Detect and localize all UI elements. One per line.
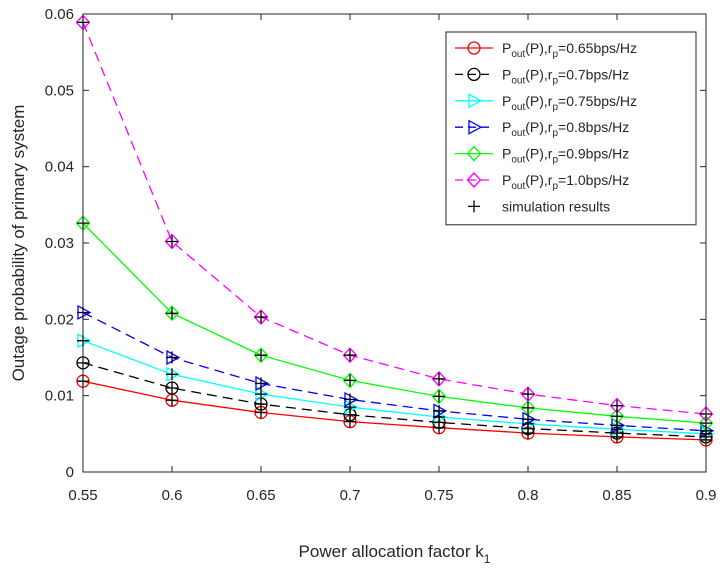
simulation-point [433,404,445,417]
legend-item: Pout(P),rp=0.65bps/Hz [455,40,637,60]
x-axis-title-subscript: 1 [484,552,491,566]
data-point [164,305,180,322]
data-point [342,372,358,389]
simulation-point [166,351,178,364]
legend-label: Pout(P),rp=0.9bps/Hz [502,146,629,166]
legend-marker [466,172,482,188]
legend-label: Pout(P),rp=1.0bps/Hz [502,172,629,192]
y-tick-label: 0.05 [45,82,74,99]
x-tick-label: 0.55 [68,487,97,504]
x-tick-label: 0.6 [162,487,183,504]
legend-box [445,31,697,226]
simulation-point [255,377,267,390]
simulation-point [522,401,534,414]
data-point [253,309,269,325]
simulation-point [611,399,623,412]
legend-item: Pout(P),rp=0.7bps/Hz [455,66,629,86]
legend-item: Pout(P),rp=0.9bps/Hz [455,146,629,166]
y-tick-label: 0 [66,464,74,481]
data-point [164,233,180,250]
legend-label: Pout(P),rp=0.8bps/Hz [502,119,629,139]
y-tick-label: 0.02 [45,311,74,328]
legend-item: Pout(P),rp=1.0bps/Hz [455,172,629,192]
simulation-point [522,413,534,426]
data-point [431,388,447,405]
legend-label: Pout(P),rp=0.65bps/Hz [502,40,637,60]
simulation-point [166,307,178,320]
axis-ticks: 0.55 0.6 0.65 0.7 0.75 0.8 0.85 0.9 0 0.01 0.02 0.0… [45,6,717,504]
simulation-point [344,349,356,362]
legend-item: Pout(P),rp=0.8bps/Hz [455,119,629,139]
y-tick-label: 0.03 [45,235,74,252]
simulation-point [166,394,178,407]
simulation-point [166,235,178,248]
simulation-point [611,410,623,423]
simulation-point [344,374,356,387]
y-axis-title: Outage probability of primary system [9,105,28,382]
simulation-point [344,393,356,406]
data-point [253,347,269,364]
x-axis-title: Power allocation factor k1 [299,542,491,566]
series-line [82,380,707,441]
x-tick-label: 0.75 [424,487,453,504]
legend-marker [466,145,482,162]
x-tick-label: 0.7 [340,487,361,504]
simulation-point [255,311,267,324]
simulation-point [255,388,267,401]
series-line [82,311,707,432]
y-tick-label: 0.06 [45,6,74,23]
series-line [82,222,707,424]
data-point [520,386,536,403]
simulation-point [255,349,267,362]
legend-label: simulation results [502,198,610,214]
legend-marker [468,200,480,213]
legend-item: Pout(P),rp=0.75bps/Hz [455,93,637,113]
x-tick-label: 0.65 [246,487,275,504]
y-tick-label: 0.01 [45,388,74,405]
series-line [82,22,707,415]
x-tick-label: 0.8 [518,487,539,504]
simulation-point [433,372,445,385]
legend-marker [468,93,483,109]
legend-label: Pout(P),rp=0.7bps/Hz [502,66,629,86]
legend-item: simulation results [468,198,610,214]
x-tick-label: 0.85 [602,487,631,504]
simulation-point [522,388,534,401]
x-axis-title-main: Power allocation factor k [299,542,485,561]
legend-marker [468,119,483,135]
simulation-point [433,390,445,403]
series-line [82,340,707,435]
legend-marker [467,67,481,82]
legend-label: Pout(P),rp=0.75bps/Hz [502,93,637,113]
legend-marker [467,41,481,55]
data-point [431,370,447,387]
simulation-point [166,382,178,395]
x-tick-label: 0.9 [696,487,717,504]
simulation-point [166,368,178,381]
y-tick-label: 0.04 [45,159,74,176]
legend: Pout(P),rp=0.65bps/Hz Pout(P),rp=0.7bps/H… [445,31,697,226]
data-point [342,347,358,364]
